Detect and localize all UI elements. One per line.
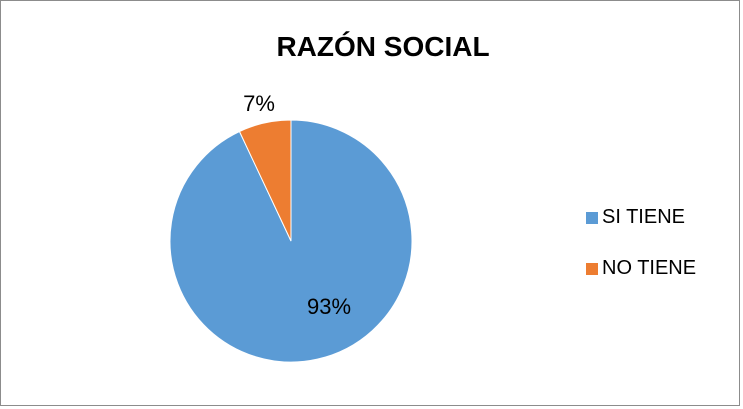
legend-label-no-tiene: NO TIENE bbox=[602, 257, 697, 279]
pie-slice-no-tiene bbox=[238, 119, 292, 242]
legend-label-si-tiene: SI TIENE bbox=[602, 206, 685, 228]
legend: SI TIENE NO TIENE bbox=[586, 204, 696, 306]
data-label-si-tiene: 93% bbox=[307, 294, 351, 319]
legend-swatch-si-tiene bbox=[586, 211, 598, 224]
legend-item-no-tiene: NO TIENE bbox=[586, 255, 696, 282]
legend-swatch-no-tiene bbox=[586, 262, 598, 275]
chart-title: RAZÓN SOCIAL bbox=[276, 31, 490, 62]
legend-item-si-tiene: SI TIENE bbox=[586, 204, 696, 231]
data-label-no-tiene: 7% bbox=[243, 91, 275, 116]
